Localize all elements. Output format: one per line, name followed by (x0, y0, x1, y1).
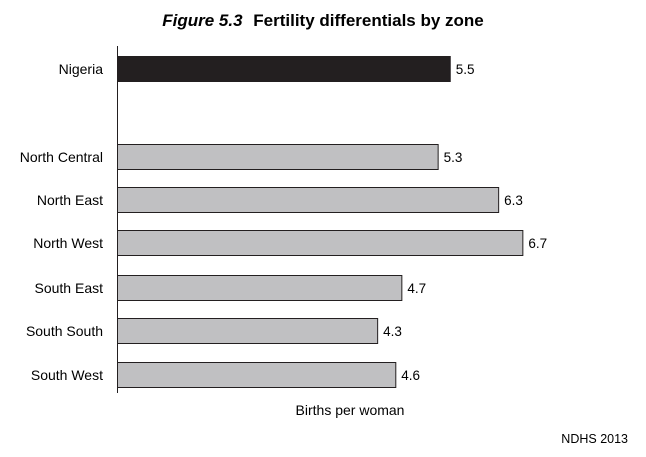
chart-title: Figure 5.3 Fertility differentials by zo… (0, 11, 646, 31)
bar-south-east (117, 275, 403, 301)
x-axis-label: Births per woman (295, 402, 405, 418)
category-label: North East (37, 192, 103, 208)
value-label: 5.3 (444, 150, 463, 165)
category-label: North West (33, 235, 103, 251)
category-label: South South (26, 323, 103, 339)
value-label: 4.3 (383, 324, 402, 339)
figure-number: Figure 5.3 (162, 11, 243, 30)
category-label: South East (35, 280, 104, 296)
category-label: South West (31, 367, 103, 383)
value-label: 4.7 (407, 281, 426, 296)
bar-north-central (117, 144, 439, 170)
bar-south-west (117, 362, 397, 388)
value-label: 5.5 (456, 62, 475, 77)
bar-north-west (117, 230, 524, 256)
category-label: Nigeria (59, 61, 104, 77)
category-label: North Central (20, 149, 103, 165)
bar-north-east (117, 187, 500, 213)
source-note: NDHS 2013 (561, 432, 628, 446)
bar-nigeria (117, 56, 451, 82)
value-label: 6.3 (504, 193, 523, 208)
value-label: 6.7 (528, 236, 547, 251)
bar-south-south (117, 318, 379, 344)
figure-title: Fertility differentials by zone (253, 11, 484, 30)
bars-group: Nigeria 5.5 North Central 5.3 North East 6.3 N… (20, 56, 547, 388)
value-label: 4.6 (401, 368, 420, 383)
